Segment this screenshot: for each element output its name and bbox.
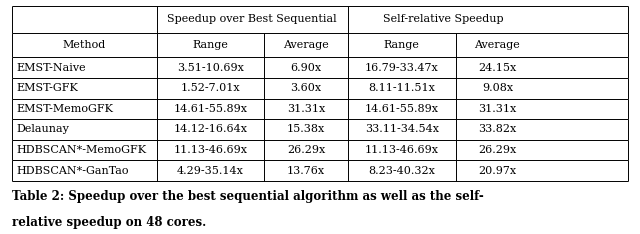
Text: 33.82x: 33.82x: [478, 124, 516, 134]
Text: 33.11-34.54x: 33.11-34.54x: [365, 124, 439, 134]
Text: 8.11-11.51x: 8.11-11.51x: [368, 83, 435, 93]
Text: Table 2: Speedup over the best sequential algorithm as well as the self-: Table 2: Speedup over the best sequentia…: [12, 190, 483, 203]
Text: 3.51-10.69x: 3.51-10.69x: [177, 63, 244, 73]
Text: 14.61-55.89x: 14.61-55.89x: [173, 104, 248, 114]
Text: 14.12-16.64x: 14.12-16.64x: [173, 124, 248, 134]
Text: Range: Range: [384, 40, 420, 50]
Text: relative speedup on 48 cores.: relative speedup on 48 cores.: [12, 216, 206, 229]
Text: 3.60x: 3.60x: [291, 83, 322, 93]
Text: Range: Range: [193, 40, 228, 50]
Text: 6.90x: 6.90x: [291, 63, 322, 73]
Text: 4.29-35.14x: 4.29-35.14x: [177, 166, 244, 176]
Text: 11.13-46.69x: 11.13-46.69x: [173, 145, 248, 155]
Text: 8.23-40.32x: 8.23-40.32x: [368, 166, 435, 176]
Text: Average: Average: [284, 40, 329, 50]
Text: 20.97x: 20.97x: [478, 166, 516, 176]
Text: 31.31x: 31.31x: [478, 104, 516, 114]
Text: 26.29x: 26.29x: [287, 145, 325, 155]
Text: Average: Average: [474, 40, 520, 50]
Text: 15.38x: 15.38x: [287, 124, 325, 134]
Text: HDBSCAN*-MemoGFK: HDBSCAN*-MemoGFK: [17, 145, 147, 155]
Text: Method: Method: [62, 40, 106, 50]
Text: 16.79-33.47x: 16.79-33.47x: [365, 63, 438, 73]
Text: Delaunay: Delaunay: [17, 124, 70, 134]
Text: 24.15x: 24.15x: [478, 63, 516, 73]
Text: Speedup over Best Sequential: Speedup over Best Sequential: [167, 14, 337, 24]
Text: 14.61-55.89x: 14.61-55.89x: [365, 104, 439, 114]
Text: 13.76x: 13.76x: [287, 166, 325, 176]
Text: 1.52-7.01x: 1.52-7.01x: [180, 83, 240, 93]
Text: Self-relative Speedup: Self-relative Speedup: [383, 14, 504, 24]
Text: EMST-GFK: EMST-GFK: [17, 83, 79, 93]
Text: 26.29x: 26.29x: [478, 145, 516, 155]
Text: HDBSCAN*-GanTao: HDBSCAN*-GanTao: [17, 166, 129, 176]
Text: EMST-MemoGFK: EMST-MemoGFK: [17, 104, 114, 114]
Text: 9.08x: 9.08x: [482, 83, 513, 93]
Text: EMST-Naive: EMST-Naive: [17, 63, 86, 73]
Text: 11.13-46.69x: 11.13-46.69x: [365, 145, 439, 155]
Text: 31.31x: 31.31x: [287, 104, 325, 114]
